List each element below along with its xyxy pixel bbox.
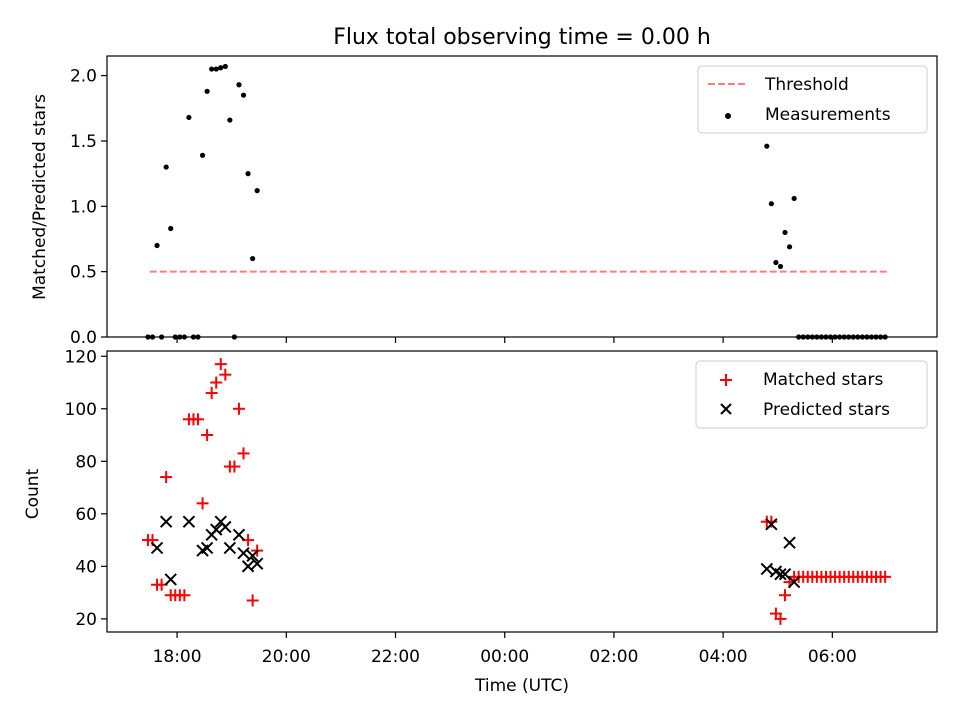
measurement-point: [213, 66, 219, 72]
predicted-star-point: [219, 520, 232, 534]
matched-star-point: [196, 497, 209, 510]
time-x-axis-label: Time (UTC): [474, 676, 569, 696]
predicted-star-point: [232, 528, 246, 542]
measurement-point: [204, 88, 210, 94]
count-y-tick-label: 120: [65, 347, 97, 367]
predicted-star-point: [783, 536, 796, 549]
predicted-star-point: [210, 523, 223, 536]
measurement-point: [250, 255, 256, 262]
count-y-tick-label: 100: [65, 400, 97, 420]
predicted-star-point: [250, 557, 264, 570]
ratio-y-tick-label: 1.5: [70, 132, 97, 152]
predicted-star-point: [159, 515, 173, 528]
matched-star-point: [192, 413, 205, 426]
matched-star-point: [774, 612, 787, 625]
predicted-star-point: [241, 560, 255, 573]
measurement-point: [168, 225, 174, 232]
count-y-tick-label: 40: [75, 557, 97, 577]
matched-legend-label: Matched stars: [763, 370, 883, 390]
ratio-y-axis-label: Matched/Predicted stars: [30, 94, 50, 300]
matched-star-point: [879, 570, 892, 583]
matched-star-point: [201, 429, 214, 442]
count-y-axis-label: Count: [23, 468, 43, 519]
threshold-legend-label: Threshold: [764, 75, 849, 95]
time-x-tick-label: 04:00: [699, 647, 748, 667]
ratio-legend-box: [697, 65, 928, 134]
ratio-y-tick-label: 0.0: [70, 328, 97, 348]
measurement-point: [236, 82, 242, 88]
predicted-star-point: [200, 541, 214, 555]
predicted-star-point: [164, 573, 177, 586]
matched-star-point: [178, 589, 191, 602]
measurement-point: [791, 195, 797, 202]
measurement-point: [240, 92, 247, 98]
count-y-tick-label: 80: [75, 452, 97, 472]
ratio-y-tick-label: 0.5: [70, 263, 97, 283]
predicted-legend-swatch: [720, 403, 732, 415]
predicted-star-point: [787, 575, 801, 589]
predicted-star-point: [760, 562, 774, 576]
measurement-point: [764, 143, 770, 149]
ratio-y-tick-label: 2.0: [70, 67, 97, 87]
count-axis-ticks: 20 40 60 80 100 120 18:00 20:00 22:00 00:00 02:00 0…: [65, 347, 857, 667]
ratio-axis-ticks: 0.0 0.5 1.0 1.5 2.0: [70, 67, 833, 348]
time-x-tick-label: 18:00: [153, 647, 202, 667]
matched-star-point: [219, 368, 232, 381]
measurement-point: [199, 152, 206, 158]
count-points: [141, 358, 892, 625]
matched-star-point: [232, 402, 245, 415]
matched-star-point: [214, 358, 227, 371]
ratio-legend: Threshold Measurements: [697, 65, 928, 134]
measurement-point: [222, 63, 228, 70]
count-panel: Count Time (UTC) 20 40 60 80 100 120 18:00 20:0…: [23, 347, 938, 696]
measurement-point: [227, 117, 233, 123]
matched-legend-swatch: [720, 374, 732, 386]
time-x-tick-label: 00:00: [480, 647, 529, 667]
measurement-point: [209, 66, 215, 72]
measurement-point: [186, 114, 192, 121]
predicted-star-point: [237, 547, 250, 560]
ratio-y-tick-label: 1.0: [70, 197, 97, 217]
ratio-panel: Flux total observing time = 0.00 h Match…: [30, 25, 938, 348]
ratio-panel-title: Flux total observing time = 0.00 h: [333, 25, 711, 50]
measurement-point: [154, 242, 160, 249]
matched-star-point: [210, 376, 223, 389]
ratio-plot-frame: [106, 55, 938, 338]
predicted-star-point: [150, 541, 164, 555]
measurement-point: [782, 229, 788, 236]
matched-star-point: [237, 447, 250, 460]
count-y-tick-label: 60: [75, 505, 97, 525]
count-plot-frame: [106, 350, 938, 633]
measurement-point: [768, 201, 774, 207]
measurement-point: [163, 164, 169, 170]
count-legend-box: [695, 360, 928, 429]
time-x-tick-label: 22:00: [371, 647, 420, 667]
measurements-legend-label: Measurements: [765, 105, 891, 125]
matched-star-point: [160, 471, 173, 484]
predicted-star-point: [182, 515, 196, 528]
time-x-tick-label: 20:00: [262, 647, 311, 667]
count-legend: Matched stars Predicted stars: [695, 360, 928, 429]
measurement-point: [254, 188, 260, 194]
predicted-star-point: [223, 541, 237, 555]
predicted-star-point: [774, 568, 787, 581]
measurement-point: [773, 259, 779, 266]
time-x-tick-label: 02:00: [589, 647, 638, 667]
predicted-legend-label: Predicted stars: [763, 400, 890, 420]
matched-star-point: [779, 589, 792, 602]
measurement-point: [777, 263, 784, 270]
measurement-point: [786, 244, 793, 250]
measurements-legend-swatch: [725, 113, 731, 119]
count-y-tick-label: 20: [75, 610, 97, 630]
predicted-star-point: [246, 549, 259, 563]
time-x-tick-label: 06:00: [808, 647, 857, 667]
measurement-point: [245, 171, 251, 177]
matched-star-point: [246, 594, 259, 607]
matched-star-point: [228, 460, 241, 473]
predicted-star-point: [765, 518, 778, 531]
measurement-point: [218, 65, 224, 71]
matched-star-point: [205, 387, 218, 400]
